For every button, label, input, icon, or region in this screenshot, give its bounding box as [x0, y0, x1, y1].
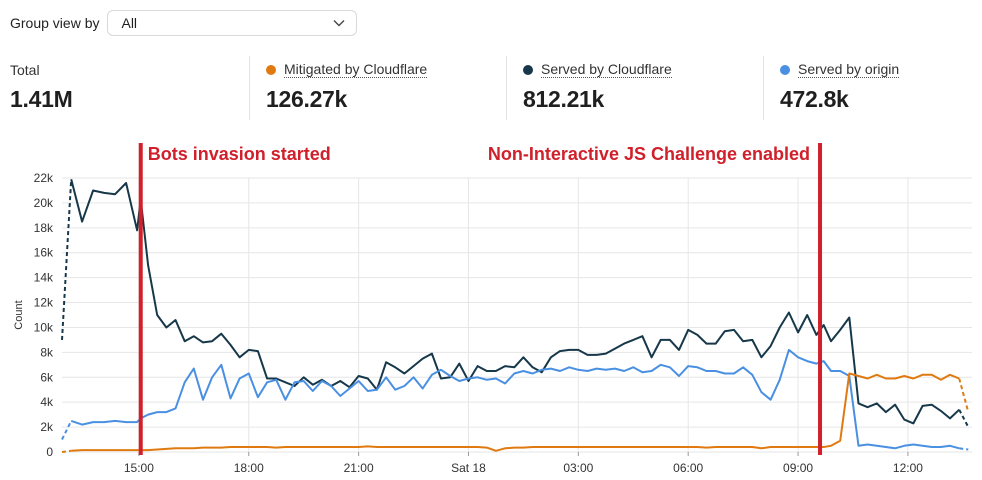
group-view-value: All — [121, 15, 138, 31]
mitigated-by-cloudflareline — [71, 372, 960, 452]
group-view-bar: Group view by All — [10, 9, 358, 37]
stats-row: Total 1.41M Mitigated by Cloudflare 126.… — [0, 56, 982, 120]
y-axis-label: Count — [13, 300, 25, 329]
stat-mitigated-value: 126.27k — [266, 86, 348, 112]
js-challenge-label: Non-Interactive JS Challenge enabled — [488, 144, 810, 164]
stat-total: Total 1.41M — [0, 56, 249, 120]
y-tick-label: 0 — [46, 445, 53, 459]
served-by-cloudflareline — [70, 178, 960, 425]
served-cf-dot-icon — [523, 65, 533, 75]
stat-served-origin[interactable]: Served by origin 472.8k — [763, 56, 982, 120]
y-tick-label: 8k — [40, 345, 54, 359]
y-tick-label: 10k — [34, 320, 54, 334]
y-tick-label: 6k — [40, 370, 54, 384]
stat-served-cf-value: 812.21k — [523, 86, 605, 112]
y-tick-label: 2k — [40, 420, 54, 434]
x-tick-label: 12:00 — [893, 461, 923, 475]
x-tick-label: 15:00 — [124, 461, 154, 475]
x-tick-label: 18:00 — [234, 461, 264, 475]
y-tick-labels: 0 2k 4k 6k 8k 10k 12k 14k 16k 18k 20k 22k — [34, 171, 54, 459]
x-tick-label: 09:00 — [783, 461, 813, 475]
chart-series — [61, 178, 970, 453]
group-view-select[interactable]: All — [107, 10, 358, 36]
stat-mitigated[interactable]: Mitigated by Cloudflare 126.27k — [249, 56, 506, 120]
stat-served-origin-value: 472.8k — [780, 86, 849, 112]
y-tick-label: 20k — [34, 196, 54, 210]
stat-total-label: Total — [10, 62, 40, 78]
served-by-originstart-dashed-line — [61, 420, 73, 440]
stat-mitigated-label: Mitigated by Cloudflare — [284, 61, 428, 78]
x-tick-label: Sat 18 — [451, 461, 486, 475]
mitigated-dot-icon — [266, 65, 276, 75]
x-tick-label: 06:00 — [673, 461, 703, 475]
x-tick-label: 21:00 — [344, 461, 374, 475]
stat-served-origin-label: Served by origin — [798, 61, 900, 78]
y-tick-label: 12k — [34, 296, 54, 310]
served-by-originend-dashed-line — [959, 447, 969, 451]
stat-served-cf[interactable]: Served by Cloudflare 812.21k — [506, 56, 763, 120]
y-tick-label: 14k — [34, 271, 54, 285]
chevron-down-icon — [333, 20, 345, 27]
y-tick-label: 22k — [34, 171, 54, 185]
annotations: Bots invasion started Non-Interactive JS… — [138, 143, 823, 455]
mitigated-by-cloudflarestart-dashed-line — [61, 449, 72, 453]
stat-total-value: 1.41M — [10, 86, 73, 112]
y-tick-label: 18k — [34, 221, 54, 235]
x-tick-label: 03:00 — [563, 461, 593, 475]
stat-served-cf-label: Served by Cloudflare — [541, 61, 672, 78]
y-tick-label: 16k — [34, 246, 54, 260]
served-origin-dot-icon — [780, 65, 790, 75]
y-tick-label: 4k — [40, 395, 54, 409]
group-view-label: Group view by — [10, 15, 100, 31]
x-tick-labels: 15:00 18:00 21:00 Sat 18 03:00 06:00 09:00 12:0… — [124, 461, 923, 475]
bots-invasion-label: Bots invasion started — [148, 144, 331, 164]
served-by-cloudflareend-dashed-line — [958, 409, 970, 428]
mitigated-by-cloudflareend-dashed-line — [958, 378, 970, 413]
served-by-cloudflarestart-dashed-line — [61, 179, 73, 340]
served-by-originline — [70, 348, 960, 450]
chart-grid — [62, 177, 972, 456]
